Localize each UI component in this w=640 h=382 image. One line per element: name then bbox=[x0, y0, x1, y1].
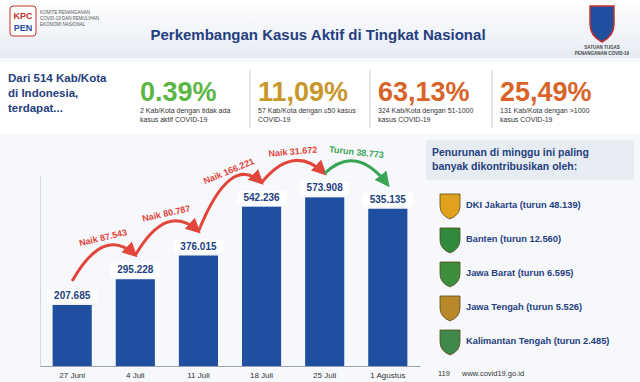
province-emblem bbox=[440, 262, 460, 287]
summary-description: 2 Kab/Kota dengan tidak adakasus aktif C… bbox=[140, 107, 230, 123]
x-tick: 1 Agustus bbox=[370, 366, 405, 380]
logo-left-frame bbox=[10, 6, 36, 36]
x-tick-label: 11 Juli bbox=[187, 371, 210, 380]
summary-percent: 0.39% bbox=[140, 77, 217, 107]
contributor-item: Kalimantan Tengah (turun 2.485) bbox=[466, 336, 609, 346]
contributors-heading: Penurunan di minggu ini paling bbox=[432, 146, 589, 158]
bar bbox=[242, 207, 281, 366]
contributors-heading-box bbox=[426, 140, 634, 180]
summary-band bbox=[0, 62, 640, 134]
summary-percent: 25,49% bbox=[500, 77, 592, 107]
value-label-box bbox=[237, 191, 287, 205]
change-label: Naik 87.543 bbox=[78, 227, 128, 248]
change-arrow bbox=[262, 160, 325, 182]
province-emblem bbox=[440, 228, 460, 253]
value-label-box bbox=[47, 289, 97, 303]
title: Perkembangan Kasus Aktif di Tingkat Nasi… bbox=[150, 26, 485, 43]
value-label: 542.236 bbox=[243, 192, 280, 203]
footer-phone: 119 bbox=[438, 369, 450, 378]
x-tick-label: 1 Agustus bbox=[370, 371, 405, 380]
value-label: 573.908 bbox=[307, 182, 344, 193]
change-arrow bbox=[135, 221, 198, 255]
change-arrow bbox=[325, 161, 388, 185]
change-label: Naik 80.787 bbox=[141, 203, 191, 223]
value-label: 535.135 bbox=[370, 194, 407, 205]
value-label: 207.685 bbox=[54, 290, 91, 301]
logo-right bbox=[590, 6, 614, 42]
value-label-box bbox=[173, 240, 223, 254]
bar bbox=[53, 305, 92, 366]
logo-left-caption: KOMITE PENANGANAN bbox=[40, 10, 90, 15]
intro-text: terdapat... bbox=[8, 102, 63, 114]
contributor-item: Jawa Tengah (turun 5.526) bbox=[466, 302, 582, 312]
logo-left-text: PEN bbox=[14, 23, 33, 33]
logo-left-text: KPC bbox=[13, 11, 33, 21]
infographic: Perkembangan Kasus Aktif di Tingkat Nasi… bbox=[0, 0, 640, 382]
x-tick-label: 25 Juli bbox=[313, 371, 336, 380]
x-axis: 27 Juni 4 Juli 11 Juli 18 Juli 25 Juli 1 Agus… bbox=[41, 366, 421, 380]
intro-text: Dari 514 Kab/Kota bbox=[8, 72, 107, 84]
change-label: Naik 166.221 bbox=[202, 156, 256, 186]
intro-text: di Indonesia, bbox=[8, 87, 78, 99]
x-tick-label: 18 Juli bbox=[250, 371, 273, 380]
header-band bbox=[0, 0, 640, 58]
value-label-box bbox=[300, 181, 350, 195]
x-tick: 4 Juli bbox=[126, 366, 145, 380]
summary-percent: 11,09% bbox=[258, 77, 348, 107]
summary-description: 131 Kab/Kota dengan >1000kasus COVID-19 bbox=[500, 107, 589, 123]
divider bbox=[492, 70, 493, 128]
logo-right-caption: PENANGANAN COVID-19 bbox=[575, 51, 630, 56]
footer-website: www.covid19.go.id bbox=[461, 369, 524, 378]
bar bbox=[179, 256, 218, 366]
summary-percent: 63,13% bbox=[378, 77, 470, 107]
divider bbox=[250, 70, 251, 128]
divider bbox=[370, 70, 371, 128]
bar bbox=[368, 209, 407, 366]
province-emblem bbox=[440, 296, 460, 321]
bar bbox=[305, 197, 344, 366]
bars bbox=[53, 197, 408, 366]
x-tick: 27 Juni bbox=[59, 366, 85, 380]
x-tick: 11 Juli bbox=[187, 366, 210, 380]
change-arrow bbox=[72, 245, 135, 281]
value-label-box bbox=[110, 263, 160, 277]
bar bbox=[116, 279, 155, 366]
summary-description: 324 Kab/Kota dengan 51-1000kasus COVID-1… bbox=[378, 107, 473, 123]
contributor-item: Banten (turun 12.560) bbox=[466, 234, 561, 244]
logo-left-caption: EKONOMI NASIONAL bbox=[40, 22, 86, 27]
value-label: 376.015 bbox=[180, 241, 217, 252]
y-axis bbox=[40, 176, 41, 367]
province-emblem bbox=[440, 194, 460, 219]
summary-description: 57 Kab/Kota dengan ≤50 kasusCOVID-19 bbox=[258, 107, 356, 123]
logo-right-caption: SATUAN TUGAS bbox=[584, 45, 619, 50]
value-label-box bbox=[363, 193, 413, 207]
x-tick-label: 27 Juni bbox=[59, 371, 85, 380]
contributor-item: DKI Jakarta (turun 48.139) bbox=[466, 200, 581, 210]
logo-left-caption: COVID-19 DAN PEMULIHAN bbox=[40, 16, 99, 21]
contributors-heading: banyak dikontribusikan oleh: bbox=[432, 160, 577, 172]
x-axis-line bbox=[41, 366, 421, 367]
change-label: Turun 38.773 bbox=[329, 144, 385, 160]
x-tick-label: 4 Juli bbox=[126, 371, 145, 380]
x-tick: 18 Juli bbox=[250, 366, 273, 380]
y-axis-line bbox=[40, 176, 41, 367]
value-label: 295.228 bbox=[117, 264, 154, 275]
background bbox=[0, 0, 640, 382]
change-label: Naik 31.672 bbox=[268, 145, 318, 159]
x-tick: 25 Juli bbox=[313, 366, 336, 380]
contributor-item: Jawa Barat (turun 6.595) bbox=[466, 268, 573, 278]
province-emblem bbox=[440, 330, 460, 355]
